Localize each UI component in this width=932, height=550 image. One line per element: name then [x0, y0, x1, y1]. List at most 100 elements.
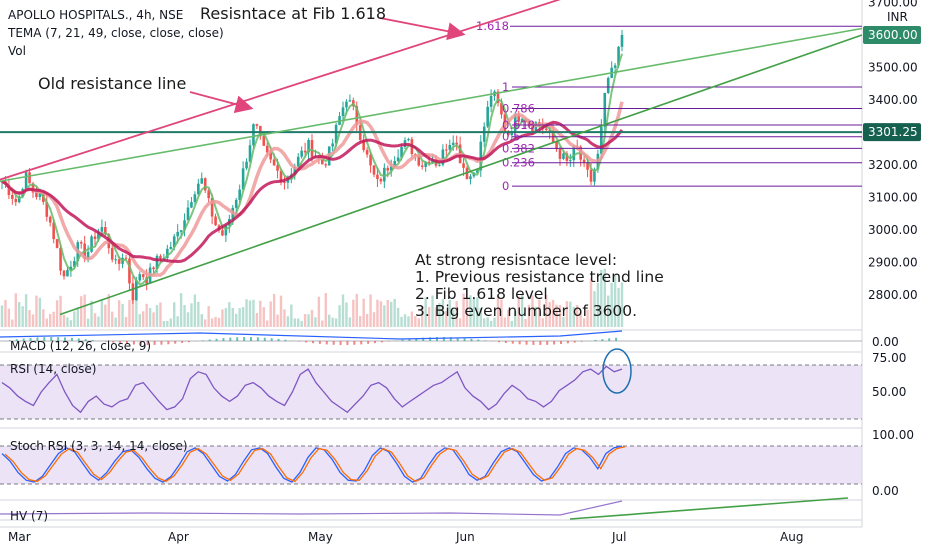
- volume-bar: [80, 296, 83, 327]
- candle-body: [100, 227, 104, 232]
- fib-level-label: 0.236: [502, 156, 535, 170]
- volume-bar: [541, 318, 544, 327]
- x-tick-label: Mar: [8, 530, 31, 544]
- note-title: At strong resisntace level:: [415, 251, 618, 269]
- candle-body: [482, 126, 486, 142]
- candle-body: [603, 92, 607, 127]
- candle-body: [582, 159, 586, 163]
- volume-bar: [117, 300, 121, 327]
- candle-body: [190, 202, 193, 208]
- analysis-note: At strong resisntace level: 1. Previous …: [415, 252, 664, 320]
- candle-body: [620, 35, 624, 47]
- candle-body: [369, 154, 372, 166]
- volume-bar: [613, 274, 617, 327]
- macd-hist-bar: [615, 337, 618, 341]
- volume-bar: [303, 314, 307, 327]
- volume-bar: [183, 305, 186, 327]
- volume-bar: [269, 301, 272, 327]
- macd-hist-bar: [277, 338, 280, 341]
- volume-bar: [293, 318, 296, 327]
- volume-bar: [107, 294, 110, 327]
- macd-hist-bar: [498, 341, 500, 343]
- volume-bar: [111, 311, 114, 327]
- candle-body: [424, 161, 427, 167]
- macd-hist-bar: [422, 337, 425, 341]
- macd-line: [0, 330, 623, 340]
- volume-bar: [252, 299, 255, 327]
- macd-hist-bar: [112, 341, 115, 343]
- candle-body: [86, 251, 90, 259]
- osc-axis-label: 0.00: [872, 335, 899, 349]
- candle-body: [548, 130, 551, 132]
- macd-hist-bar: [22, 338, 25, 341]
- macd-hist-bar: [408, 338, 411, 341]
- volume-bar: [383, 305, 386, 327]
- candle-body: [104, 227, 107, 235]
- volume-bar: [479, 307, 482, 327]
- volume-bar: [28, 310, 31, 327]
- macd-hist-bar: [442, 337, 445, 341]
- volume-bar: [534, 306, 538, 327]
- volume-bar: [359, 316, 362, 327]
- candle-body: [128, 258, 131, 284]
- candle-body: [234, 199, 238, 208]
- candle-body: [169, 246, 173, 249]
- volume-bar: [341, 294, 345, 327]
- volume-bar: [527, 304, 531, 327]
- volume-bar: [241, 307, 245, 327]
- candle-body: [265, 145, 269, 153]
- macd-hist-bar: [132, 341, 135, 345]
- volume-bar: [321, 320, 324, 327]
- volume-bar: [500, 299, 503, 327]
- volume-bar: [31, 314, 35, 327]
- volume-bar: [52, 311, 55, 327]
- candle-body: [11, 195, 14, 199]
- fib-level-label: 1.618: [476, 19, 509, 33]
- y-tick-label: 2800.00: [868, 288, 918, 302]
- macd-hist-bar: [415, 338, 418, 341]
- volume-bar: [24, 294, 28, 327]
- candle-body: [572, 146, 576, 161]
- candle-body: [286, 178, 290, 183]
- candle-body: [214, 216, 217, 226]
- macd-hist-bar: [511, 341, 514, 344]
- volume-bar: [169, 318, 172, 327]
- macd-hist-bar: [380, 341, 383, 343]
- y-tick-label: 2900.00: [868, 256, 918, 270]
- macd-hist-bar: [188, 341, 190, 343]
- volume-bar: [334, 318, 338, 327]
- candle-body: [589, 169, 593, 182]
- candle-body: [496, 91, 500, 104]
- volume-bar: [596, 282, 600, 327]
- volume-bar: [231, 307, 234, 327]
- macd-hist-bar: [50, 337, 53, 341]
- candle-body: [438, 164, 441, 166]
- volume-bar: [186, 312, 190, 327]
- candle-body: [259, 125, 262, 137]
- volume-bar: [69, 320, 73, 327]
- candle-body: [79, 242, 83, 244]
- volume-bar: [317, 296, 321, 327]
- macd-hist-bar: [436, 337, 438, 341]
- volume-bar: [200, 314, 203, 327]
- candle-body: [59, 247, 62, 271]
- x-tick-label: Jul: [611, 530, 626, 544]
- macd-hist-bar: [263, 337, 266, 341]
- volume-bar: [7, 308, 11, 327]
- volume-bar: [396, 307, 400, 327]
- volume-bar: [348, 317, 352, 327]
- candle-body: [272, 159, 276, 166]
- volume-bar: [4, 299, 7, 327]
- volume-bar: [445, 311, 448, 327]
- volume-bar: [207, 306, 210, 327]
- macd-hist-bar: [456, 337, 459, 341]
- volume-bar: [114, 317, 117, 327]
- macd-hist-bar: [367, 341, 370, 344]
- macd-hist-bar: [201, 340, 204, 341]
- volume-bar: [297, 318, 300, 327]
- candle-body: [513, 114, 517, 132]
- macd-hist-bar: [401, 339, 404, 341]
- volume-bar: [503, 317, 507, 327]
- volume-bar: [324, 293, 327, 327]
